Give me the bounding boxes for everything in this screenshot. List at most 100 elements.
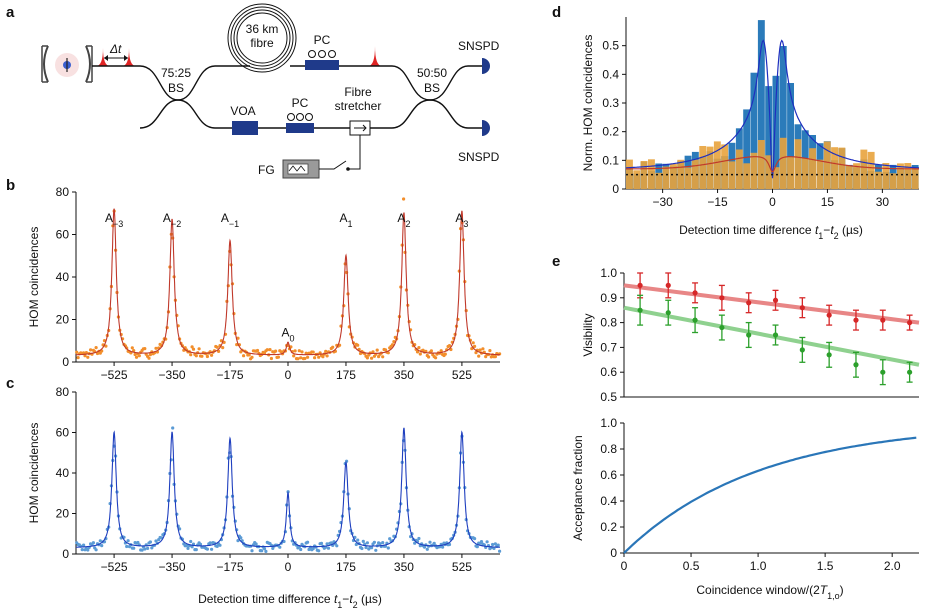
- histogram-bar-orange: [677, 159, 685, 189]
- histogram-bar-orange: [853, 163, 860, 189]
- data-point-green: [853, 362, 859, 368]
- data-point: [104, 344, 108, 348]
- data-point: [418, 352, 422, 356]
- data-point-red: [746, 300, 752, 306]
- y-tick-label: 0.6: [600, 468, 617, 482]
- data-point: [370, 546, 374, 550]
- y-axis-label: Norm. HOM coincidences: [581, 35, 595, 172]
- histogram-bar-orange: [831, 147, 838, 189]
- data-point: [82, 351, 86, 355]
- data-point: [474, 351, 478, 355]
- delta-t-label: Δt: [109, 42, 122, 56]
- x-axis-label: Coincidence window/(2T1,o): [696, 583, 843, 601]
- data-point: [498, 549, 502, 553]
- histogram-bar-orange: [889, 173, 897, 189]
- snspd-bottom-icon: [482, 120, 490, 136]
- data-point: [390, 343, 395, 347]
- x-tick-label: 1.0: [750, 559, 767, 573]
- stretcher-label-2: stretcher: [335, 99, 382, 113]
- data-point: [147, 356, 151, 360]
- data-point: [299, 547, 303, 552]
- histogram-bar-orange: [699, 146, 707, 189]
- data-point: [134, 355, 139, 359]
- data-point: [154, 539, 158, 543]
- peak-label: A3: [455, 211, 468, 229]
- data-point: [171, 426, 175, 430]
- data-point: [317, 355, 321, 359]
- data-point: [492, 546, 496, 551]
- data-point: [372, 540, 376, 544]
- pc-bottom-label: PC: [292, 96, 309, 110]
- x-tick-label: 0: [285, 368, 292, 382]
- data-point: [488, 349, 492, 353]
- data-point: [364, 545, 368, 550]
- data-point: [76, 356, 80, 360]
- data-point: [475, 545, 479, 549]
- y-tick-label: 80: [56, 385, 70, 399]
- panel-label-c: c: [6, 375, 14, 392]
- data-point-green: [692, 317, 698, 323]
- y-tick-label: 0.5: [602, 39, 619, 53]
- histogram-bar-orange: [735, 149, 743, 189]
- y-tick-label: 0: [62, 355, 69, 369]
- histogram-bar-orange: [772, 167, 780, 189]
- histogram-bar-orange: [904, 163, 912, 189]
- histogram-chart-d: 0 0.1 0.2 0.3 0.4 0.5 −30 −15 0 15 30 Norm. HOM coi…: [581, 17, 919, 241]
- data-point: [126, 539, 130, 543]
- data-point: [264, 549, 268, 554]
- data-point: [365, 541, 369, 545]
- histogram-bar-blue: [743, 109, 751, 189]
- x-tick-label: −525: [101, 560, 128, 574]
- snspd-top-label: SNSPD: [458, 39, 500, 53]
- data-point-red: [826, 312, 832, 318]
- histogram-bar-orange: [633, 170, 641, 189]
- data-point: [98, 539, 102, 543]
- y-axis-label: HOM coincidences: [27, 423, 41, 524]
- y-tick-label: 20: [56, 507, 70, 521]
- data-point: [303, 356, 307, 361]
- bs-left-label: BS: [168, 81, 184, 95]
- histogram-bar-blue: [779, 46, 787, 189]
- y-tick-label: 0.4: [602, 67, 619, 81]
- red-fit-line: [626, 156, 919, 173]
- data-point-red: [799, 305, 805, 311]
- data-point: [377, 355, 381, 359]
- histogram-bar-orange: [897, 163, 904, 189]
- data-point: [148, 353, 152, 357]
- bs-right-label: BS: [424, 81, 440, 95]
- data-point: [386, 546, 390, 550]
- data-point: [197, 347, 201, 351]
- data-point: [215, 544, 219, 549]
- snspd-top-icon: [482, 58, 490, 74]
- x-tick-label: 525: [452, 560, 472, 574]
- data-point: [255, 348, 260, 353]
- x-tick-label: 0: [285, 560, 292, 574]
- data-point: [75, 350, 79, 354]
- y-tick-label: 0.5: [600, 390, 617, 404]
- data-point: [262, 547, 267, 551]
- peak-label: A−1: [221, 211, 239, 229]
- data-point-green: [637, 307, 643, 313]
- cavity-source: [41, 45, 93, 83]
- data-point: [154, 346, 158, 350]
- histogram-bar-orange: [706, 146, 714, 189]
- y-axis-label: Acceptance fraction: [571, 435, 585, 540]
- hom-chart-c: 0 20 40 60 80 −525 −350 −175 0 175 350 525 HOM coinc…: [27, 385, 502, 609]
- bs-left-ratio: 75:25: [161, 66, 191, 80]
- panel-label-d: d: [552, 4, 561, 21]
- histogram-bar-blue: [772, 75, 780, 189]
- data-point: [402, 197, 406, 201]
- data-point: [425, 547, 429, 551]
- data-point: [140, 548, 144, 552]
- histogram-bar-orange: [838, 147, 846, 189]
- data-point: [388, 537, 392, 541]
- histogram-bar-orange: [875, 171, 882, 189]
- acceptance-curve: [623, 436, 917, 554]
- data-point: [83, 354, 87, 358]
- data-point: [370, 356, 374, 360]
- histogram-bar-orange: [655, 172, 663, 189]
- data-point: [296, 357, 300, 361]
- data-point: [304, 351, 308, 355]
- data-point: [417, 346, 421, 350]
- data-point: [329, 541, 333, 545]
